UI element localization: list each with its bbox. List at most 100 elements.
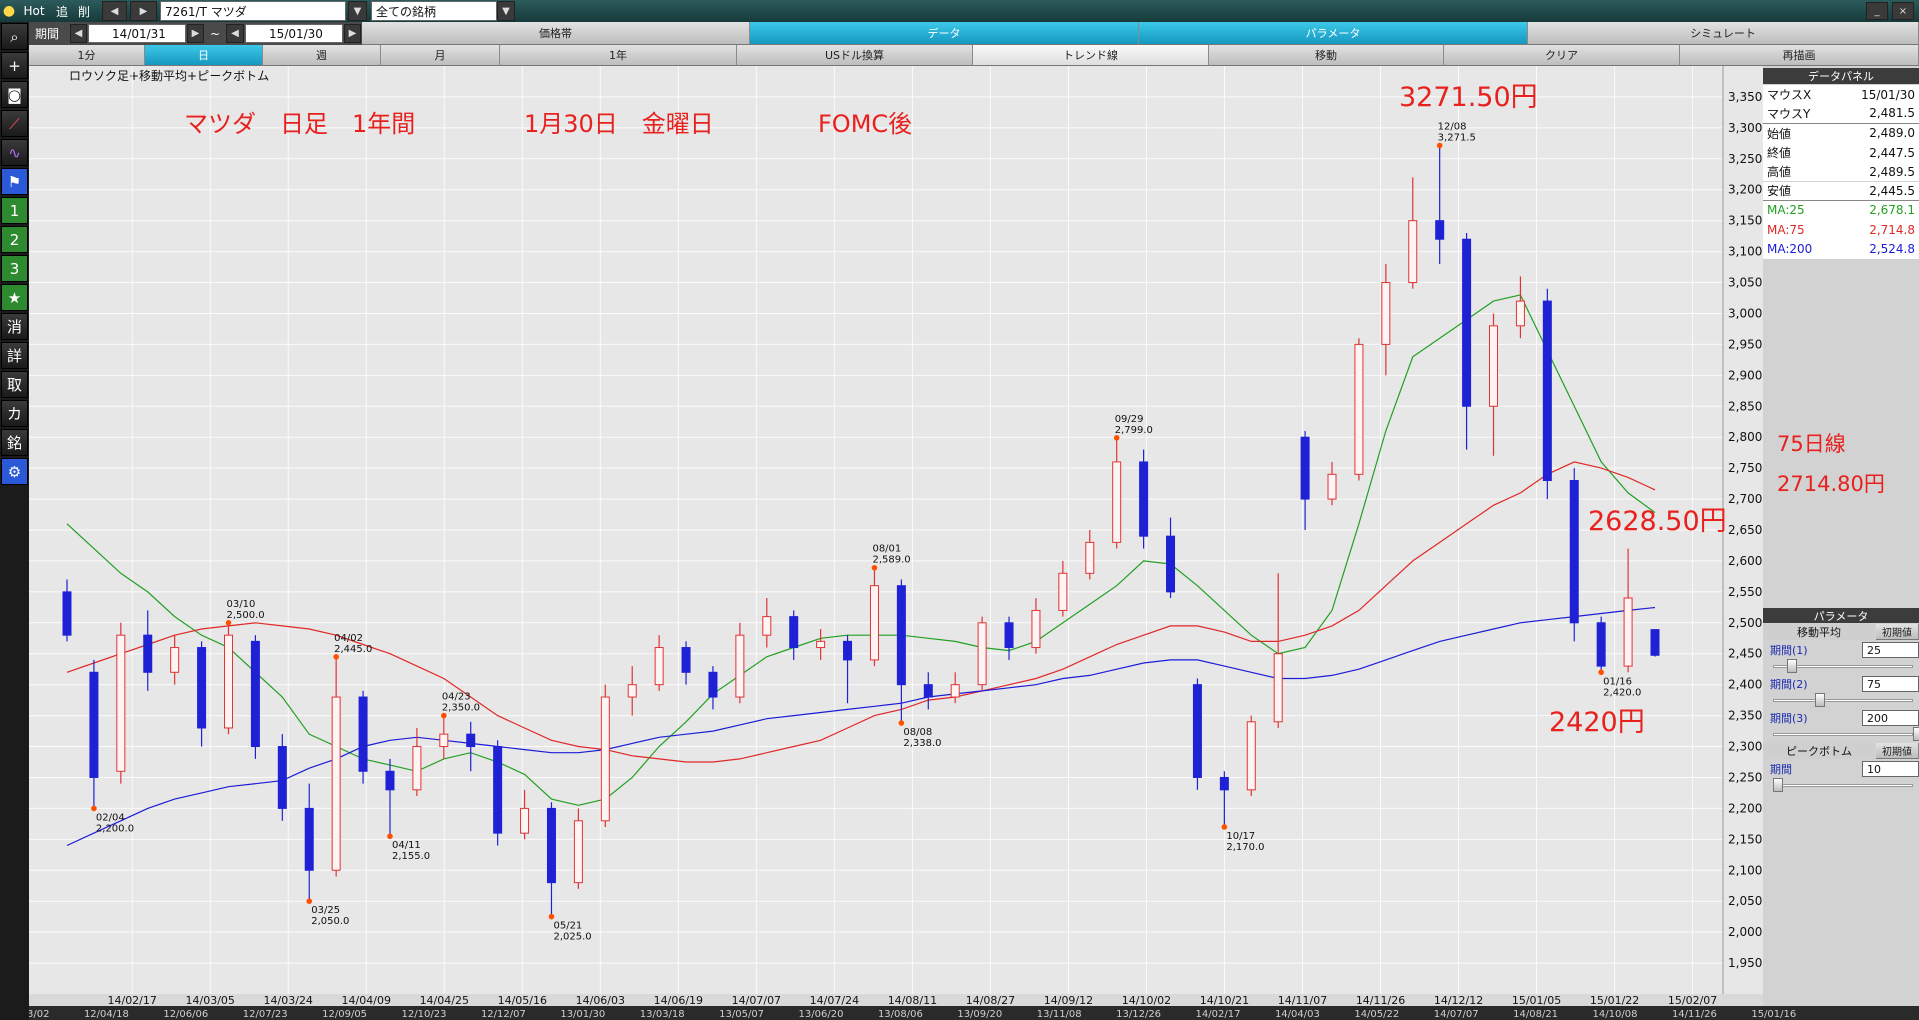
- overview-label: 14/07/07: [1434, 1009, 1479, 1020]
- toolbar-button[interactable]: クリア: [1444, 45, 1680, 66]
- peak-marker: [225, 620, 232, 626]
- symbol-dropdown[interactable]: ▼: [348, 1, 367, 21]
- y-tick-label: 2,850: [1728, 399, 1762, 413]
- reset-button[interactable]: 初期値: [1876, 624, 1919, 640]
- wave-tool[interactable]: ∿: [1, 139, 28, 166]
- add-button[interactable]: 追: [55, 4, 68, 19]
- tab[interactable]: パラメータ: [1139, 22, 1528, 45]
- toolbar-button[interactable]: 月: [381, 45, 500, 66]
- toolbar-button[interactable]: 1年: [500, 45, 737, 66]
- trade-tool[interactable]: 取: [1, 371, 28, 398]
- y-tick-label: 2,900: [1728, 368, 1762, 382]
- slot-3-tool[interactable]: 3: [1, 255, 28, 282]
- data-row: 終値 2,447.5: [1763, 142, 1919, 163]
- toolbar-button[interactable]: 再描画: [1680, 45, 1919, 66]
- param-input[interactable]: 25: [1862, 642, 1919, 658]
- settings-tool[interactable]: ⚙: [1, 458, 28, 485]
- from-date[interactable]: 14/01/31: [88, 24, 186, 43]
- toolbar-button[interactable]: 移動: [1209, 45, 1444, 66]
- universe-select[interactable]: 全ての銘柄: [371, 1, 497, 21]
- delete-button[interactable]: 削: [77, 4, 90, 19]
- search-tool[interactable]: ⌕: [1, 23, 28, 50]
- data-label: 安値: [1767, 184, 1792, 199]
- brand-tool[interactable]: 銘: [1, 429, 28, 456]
- slot-1-tool[interactable]: 1: [1, 197, 28, 224]
- slider-thumb[interactable]: [1787, 659, 1797, 673]
- candle-body: [1381, 282, 1391, 345]
- from-next[interactable]: ▶: [187, 24, 204, 43]
- ma-label: MA:200: [1767, 242, 1813, 257]
- ma-value: 2,678.1: [1869, 203, 1915, 218]
- toolbar-button[interactable]: 日: [145, 45, 263, 66]
- camera-tool[interactable]: ◙: [1, 81, 28, 108]
- to-prev[interactable]: ◀: [226, 24, 244, 43]
- x-tick-label: 14/07/07: [732, 994, 781, 1007]
- toolbar-button[interactable]: 1分: [29, 45, 145, 66]
- erase-tool[interactable]: 消: [1, 313, 28, 340]
- x-tick-label: 14/04/25: [420, 994, 469, 1007]
- param-input[interactable]: 75: [1862, 676, 1919, 692]
- hot-button[interactable]: Hot: [23, 4, 45, 18]
- star-tool[interactable]: ★: [1, 284, 28, 311]
- candle-body: [1004, 622, 1014, 649]
- universe-dropdown[interactable]: ▼: [497, 1, 515, 21]
- candle-body: [1166, 535, 1176, 593]
- candle-body: [1192, 684, 1202, 778]
- symbol-input[interactable]: 7261/T マツダ: [160, 1, 346, 21]
- slider-track: [1773, 699, 1913, 702]
- prev-symbol[interactable]: ◀: [102, 1, 127, 21]
- peak-value: 2,338.0: [903, 738, 941, 749]
- toolbar-button[interactable]: トレンド線: [973, 45, 1209, 66]
- tab[interactable]: 価格帯: [362, 22, 750, 45]
- candle-body: [493, 746, 503, 834]
- y-tick-label: 2,400: [1728, 678, 1762, 692]
- param-input[interactable]: 10: [1862, 761, 1919, 777]
- candle-body: [116, 634, 126, 772]
- to-next[interactable]: ▶: [344, 24, 361, 43]
- data-value: 2,489.0: [1869, 126, 1915, 141]
- toolbar-button[interactable]: USドル換算: [737, 45, 973, 66]
- next-symbol[interactable]: ▶: [130, 1, 157, 21]
- candle-body: [1085, 541, 1095, 574]
- crosshair-tool[interactable]: +: [1, 52, 28, 79]
- annotation: 3271.50円: [1399, 82, 1538, 113]
- y-tick-label: 3,150: [1728, 214, 1762, 228]
- tab[interactable]: データ: [750, 22, 1139, 45]
- chart-tool[interactable]: ⟋: [1, 110, 28, 137]
- moving-average-line: [66, 461, 1656, 763]
- slider-thumb[interactable]: [1773, 778, 1783, 792]
- candle-body: [1489, 325, 1499, 407]
- close-button[interactable]: ×: [1892, 2, 1914, 20]
- annotation: 1月30日 金曜日: [524, 110, 714, 138]
- flag-tool[interactable]: ⚑: [1, 168, 28, 195]
- candle-body: [466, 733, 476, 748]
- slider-track: [1773, 784, 1913, 787]
- candle-body: [1300, 436, 1310, 500]
- x-tick-label: 14/11/26: [1356, 994, 1405, 1007]
- data-row: マウスX 15/01/30: [1763, 85, 1919, 105]
- param-input[interactable]: 200: [1862, 710, 1919, 726]
- annotation: 75日線: [1777, 432, 1846, 456]
- from-prev[interactable]: ◀: [70, 24, 87, 43]
- slider-thumb[interactable]: [1815, 693, 1825, 707]
- y-tick-label: 2,950: [1728, 337, 1762, 351]
- peak-value: 2,050.0: [311, 916, 349, 927]
- minimize-button[interactable]: _: [1866, 2, 1888, 20]
- toolbar-button[interactable]: 週: [263, 45, 381, 66]
- x-tick-label: 14/08/11: [888, 994, 937, 1007]
- x-tick-label: 15/01/05: [1512, 994, 1561, 1007]
- to-date[interactable]: 15/01/30: [245, 24, 343, 43]
- candle-body: [385, 770, 395, 791]
- reset-button[interactable]: 初期値: [1876, 743, 1919, 759]
- peak-date: 05/21: [553, 921, 582, 932]
- input-tool[interactable]: カ: [1, 400, 28, 427]
- peak-marker: [1221, 824, 1228, 830]
- candle-body: [735, 634, 745, 698]
- data-value: 2,447.5: [1869, 145, 1915, 160]
- detail-tool[interactable]: 詳: [1, 342, 28, 369]
- slot-2-tool[interactable]: 2: [1, 226, 28, 253]
- candle-body: [1408, 220, 1418, 284]
- tab[interactable]: シミュレート: [1528, 22, 1919, 45]
- slider-thumb[interactable]: [1913, 727, 1919, 741]
- x-tick-label: 14/08/27: [966, 994, 1015, 1007]
